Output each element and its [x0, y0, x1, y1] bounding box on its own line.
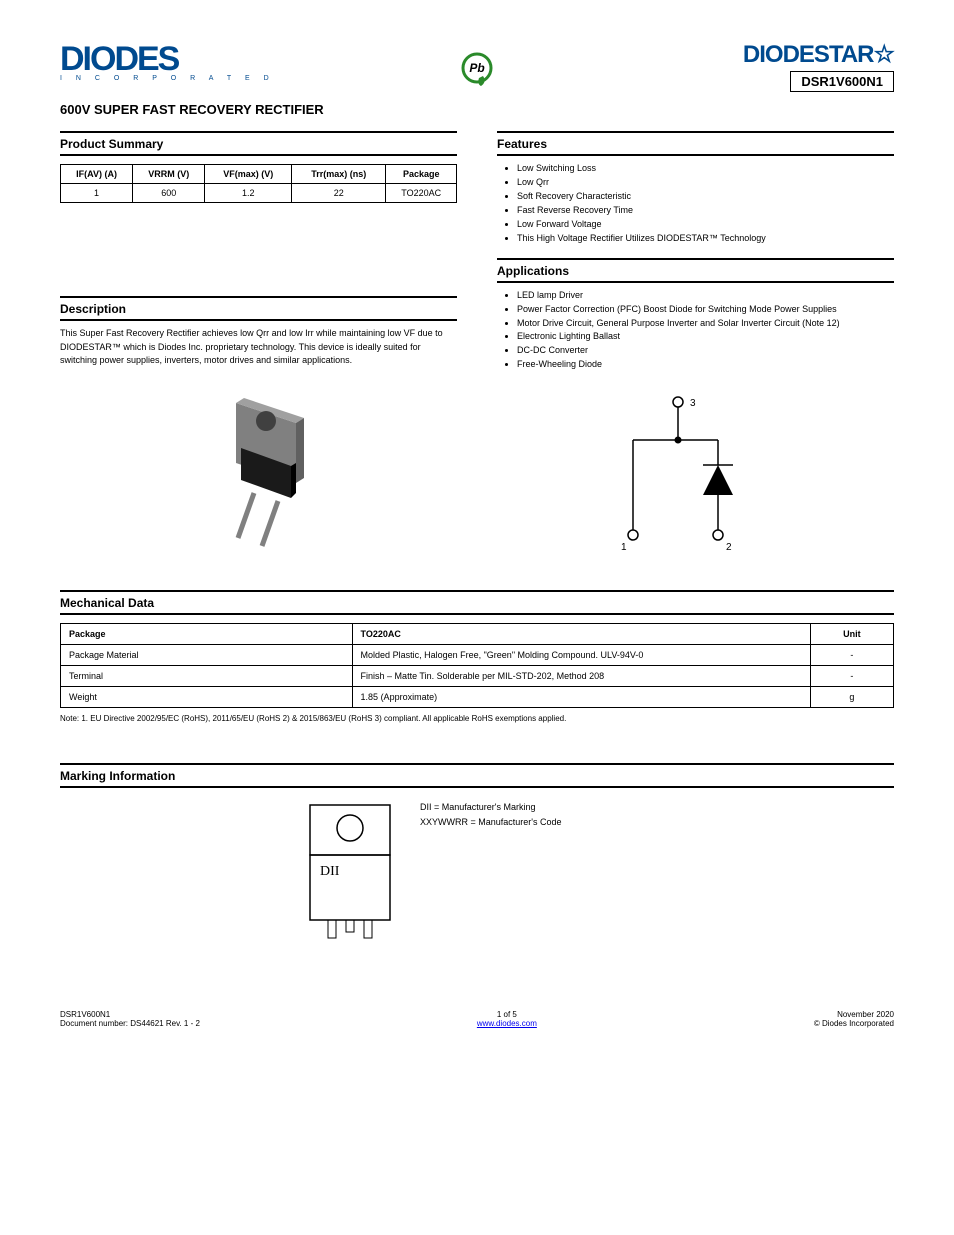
list-item: Low Forward Voltage — [517, 218, 894, 232]
page-footer: DSR1V600N1 Document number: DS44621 Rev.… — [60, 1010, 894, 1028]
list-item: Free-Wheeling Diode — [517, 358, 894, 372]
features-heading: Features — [497, 131, 894, 156]
list-item: Electronic Lighting Ballast — [517, 330, 894, 344]
table-row: IF(AV) (A) VRRM (V) VF(max) (V) Trr(max)… — [61, 165, 457, 184]
list-item: Low Qrr — [517, 176, 894, 190]
pin-label: 2 — [726, 542, 732, 553]
package-render-icon — [196, 393, 346, 553]
list-item: Motor Drive Circuit, General Purpose Inv… — [517, 317, 894, 331]
list-item: LED lamp Driver — [517, 289, 894, 303]
star-icon: ☆ — [873, 41, 894, 68]
marking-label-line: DII = Manufacturer's Marking — [420, 800, 562, 814]
product-summary-heading: Product Summary — [60, 131, 457, 156]
list-item: Low Switching Loss — [517, 162, 894, 176]
features-list: Low Switching Loss Low Qrr Soft Recovery… — [517, 162, 894, 246]
circuit-schematic-icon: 3 1 2 — [618, 390, 758, 555]
applications-heading: Applications — [497, 258, 894, 283]
list-item: Power Factor Correction (PFC) Boost Diod… — [517, 303, 894, 317]
table-row: Package Material Molded Plastic, Halogen… — [61, 645, 894, 666]
description-heading: Description — [60, 296, 457, 321]
table-row: Package TO220AC Unit — [61, 624, 894, 645]
footer-right: November 2020 © Diodes Incorporated — [814, 1010, 894, 1028]
svg-text:Pb: Pb — [469, 61, 484, 75]
diodestar-logo-block: DIODESTAR☆ DSR1V600N1 — [743, 40, 894, 92]
package-outline-icon: DII — [300, 800, 400, 950]
part-number-box: DSR1V600N1 — [790, 71, 894, 92]
page-subtitle: 600V SUPER FAST RECOVERY RECTIFIER — [60, 102, 894, 117]
diodes-logo-block: DIODES I N C O R P O R A T E D — [60, 40, 275, 82]
footer-left: DSR1V600N1 Document number: DS44621 Rev.… — [60, 1010, 200, 1028]
description-text: This Super Fast Recovery Rectifier achie… — [60, 327, 457, 368]
diodes-logo-text: DIODES — [60, 40, 275, 79]
table-row: Terminal Finish – Matte Tin. Solderable … — [61, 666, 894, 687]
marking-info-heading: Marking Information — [60, 763, 894, 788]
svg-text:DII: DII — [320, 864, 340, 879]
list-item: This High Voltage Rectifier Utilizes DIO… — [517, 232, 894, 246]
table-row: 1 600 1.2 22 TO220AC — [61, 184, 457, 203]
list-item: DC-DC Converter — [517, 344, 894, 358]
pin-label: 1 — [621, 542, 627, 553]
marking-labels: DII = Manufacturer's Marking XXYWWRR = M… — [420, 800, 562, 829]
pin-label: 3 — [690, 398, 696, 409]
diodes-logo-sub: I N C O R P O R A T E D — [60, 75, 275, 82]
table-row: Weight 1.85 (Approximate) g — [61, 687, 894, 708]
diodestar-logo-text: DIODESTAR☆ — [743, 40, 894, 69]
mechanical-data-heading: Mechanical Data — [60, 590, 894, 615]
footer-center: 1 of 5 www.diodes.com — [477, 1010, 537, 1028]
product-summary-table: IF(AV) (A) VRRM (V) VF(max) (V) Trr(max)… — [60, 164, 457, 203]
mechanical-note: Note: 1. EU Directive 2002/95/EC (RoHS),… — [60, 714, 894, 723]
footer-link[interactable]: www.diodes.com — [477, 1019, 537, 1028]
marking-label-line: XXYWWRR = Manufacturer's Code — [420, 815, 562, 829]
list-item: Fast Reverse Recovery Time — [517, 204, 894, 218]
applications-list: LED lamp Driver Power Factor Correction … — [517, 289, 894, 373]
list-item: Soft Recovery Characteristic — [517, 190, 894, 204]
pb-free-icon: Pb — [457, 50, 497, 90]
mechanical-data-table: Package TO220AC Unit Package Material Mo… — [60, 623, 894, 708]
